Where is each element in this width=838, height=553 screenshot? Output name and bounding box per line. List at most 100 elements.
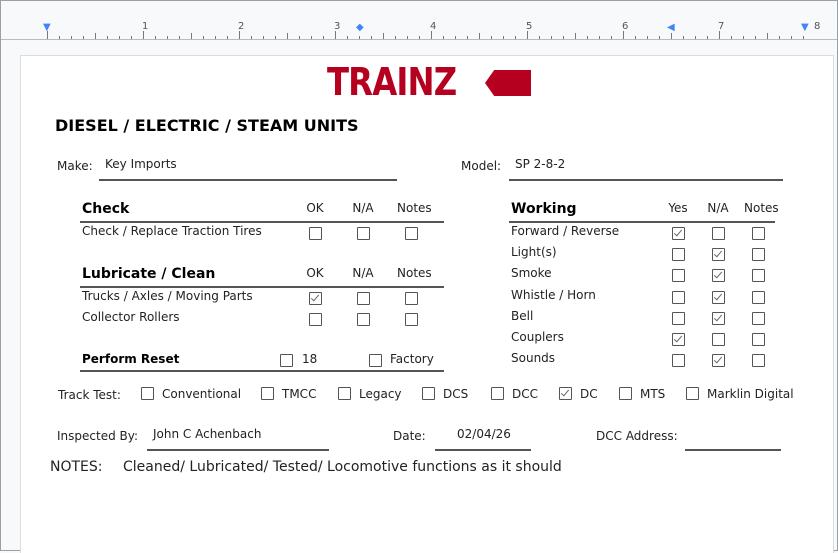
ruler-tick [791, 36, 792, 39]
working-row-label: Bell [511, 308, 534, 323]
track-test-dcc-checkbox[interactable] [491, 387, 504, 400]
reset-divider [80, 370, 444, 372]
track-test-mts-checkbox[interactable] [619, 387, 632, 400]
working-heading: Working [511, 201, 577, 217]
check-col-na: N/A [352, 201, 374, 215]
ruler-tick [59, 36, 60, 39]
working-checkbox-notes[interactable] [752, 227, 765, 240]
lubricate-checkbox-na[interactable] [357, 292, 370, 305]
working-row-label: Forward / Reverse [511, 224, 620, 238]
track-test-dc-checkbox[interactable] [559, 387, 572, 400]
ruler-number: 3 [334, 21, 341, 32]
working-checkbox-na[interactable] [712, 269, 725, 283]
ruler-number: 8 [814, 21, 821, 32]
working-checkbox-yes[interactable] [672, 333, 685, 346]
make-field[interactable]: Key Imports [105, 157, 177, 171]
notes-field[interactable]: Cleaned/ Lubricated/ Tested/ Locomotive … [123, 459, 562, 475]
document-page[interactable]: TRAINZ DIESEL / ELECTRIC / STEAM UNITS M… [20, 55, 834, 553]
ruler-tick [623, 31, 624, 39]
track-test-legacy-checkbox[interactable] [338, 387, 351, 400]
track-test-option-label: Conventional [162, 387, 242, 401]
date-field[interactable]: 02/04/26 [457, 427, 511, 441]
track-test-tmcc-checkbox[interactable] [261, 387, 274, 400]
lubricate-checkbox-na[interactable] [357, 313, 370, 326]
lubricate-row-label: Trucks / Axles / Moving Parts [82, 289, 253, 303]
ruler-tick [707, 36, 708, 39]
tab-stop-marker[interactable]: ◆ [356, 22, 364, 33]
working-checkbox-notes[interactable] [752, 354, 765, 368]
working-checkbox-na[interactable] [712, 354, 725, 368]
left-indent-marker[interactable]: ▼ [43, 22, 51, 33]
ruler-number: 4 [430, 21, 437, 32]
model-label: Model: [461, 159, 502, 173]
ruler-tick [323, 36, 324, 39]
ruler-tick [371, 36, 372, 39]
check-checkbox-ok[interactable] [309, 227, 322, 240]
ruler-tick [287, 33, 288, 39]
ruler[interactable]: 1 2 3 4 5 6 7 8 ▼ ◆ ◀ ▼ [1, 15, 837, 40]
ruler-tick [107, 36, 108, 39]
ruler-tick [383, 33, 384, 39]
ruler-tick [779, 36, 780, 39]
check-heading: Check [82, 201, 130, 217]
working-checkbox-na[interactable] [712, 248, 725, 262]
working-row-label: Light(s) [511, 245, 557, 260]
working-checkbox-yes[interactable] [672, 227, 685, 240]
ruler-tick [335, 31, 336, 39]
lubricate-checkbox-notes[interactable] [405, 292, 418, 305]
date-label: Date: [393, 429, 426, 443]
model-field[interactable]: SP 2-8-2 [515, 157, 566, 171]
check-col-ok: OK [306, 201, 324, 215]
working-checkbox-notes[interactable] [752, 248, 765, 262]
reset-factory-label: Factory [390, 352, 434, 366]
inspected-by-field[interactable]: John C Achenbach [153, 427, 262, 441]
ruler-number: 2 [238, 21, 245, 32]
reset-heading: Perform Reset [82, 352, 180, 366]
ruler-tick [611, 36, 612, 39]
working-checkbox-na[interactable] [712, 333, 725, 346]
working-checkbox-yes[interactable] [672, 290, 685, 304]
working-checkbox-na[interactable] [712, 227, 725, 240]
ruler-tick [551, 36, 552, 39]
check-checkbox-notes[interactable] [405, 227, 418, 240]
working-checkbox-na[interactable] [712, 290, 725, 304]
track-test-option-label: MTS [640, 387, 666, 401]
ruler-tick [743, 36, 744, 39]
working-row-label: Smoke [511, 266, 552, 281]
ruler-tick [395, 36, 396, 39]
working-checkbox-yes[interactable] [672, 311, 685, 325]
working-checkbox-yes[interactable] [672, 269, 685, 283]
working-checkbox-notes[interactable] [752, 333, 765, 346]
check-checkbox-na[interactable] [357, 227, 370, 240]
lubricate-heading: Lubricate / Clean [82, 266, 216, 282]
right-tab-marker[interactable]: ◀ [667, 22, 675, 33]
lubricate-checkbox-notes[interactable] [405, 313, 418, 326]
track-test-dcs-checkbox[interactable] [422, 387, 435, 400]
ruler-tick [179, 36, 180, 39]
track-test-marklin-digital-checkbox[interactable] [686, 387, 699, 400]
reset-factory-checkbox[interactable] [369, 354, 382, 367]
working-checkbox-notes[interactable] [752, 311, 765, 325]
working-checkbox-yes[interactable] [672, 354, 685, 368]
ruler-tick [647, 36, 648, 39]
ruler-tick [227, 36, 228, 39]
lubricate-checkbox-ok[interactable] [309, 292, 322, 305]
ruler-tick [251, 36, 252, 39]
track-test-conventional-checkbox[interactable] [141, 387, 154, 400]
ruler-tick [311, 36, 312, 39]
inspected-by-label: Inspected By: [57, 429, 139, 443]
working-checkbox-na[interactable] [712, 311, 725, 325]
ruler-tick [491, 36, 492, 39]
right-indent-marker[interactable]: ▼ [801, 22, 809, 33]
reset-18-checkbox[interactable] [280, 354, 293, 367]
ruler-tick [83, 36, 84, 39]
lubricate-checkbox-ok[interactable] [309, 313, 322, 326]
ruler-tick [119, 36, 120, 39]
ruler-tick [131, 36, 132, 39]
working-col-yes: Yes [668, 201, 688, 215]
working-checkbox-yes[interactable] [672, 248, 685, 262]
notes-label: NOTES: [50, 459, 103, 475]
track-test-option-label: TMCC [282, 387, 317, 401]
working-checkbox-notes[interactable] [752, 269, 765, 283]
working-checkbox-notes[interactable] [752, 290, 765, 304]
